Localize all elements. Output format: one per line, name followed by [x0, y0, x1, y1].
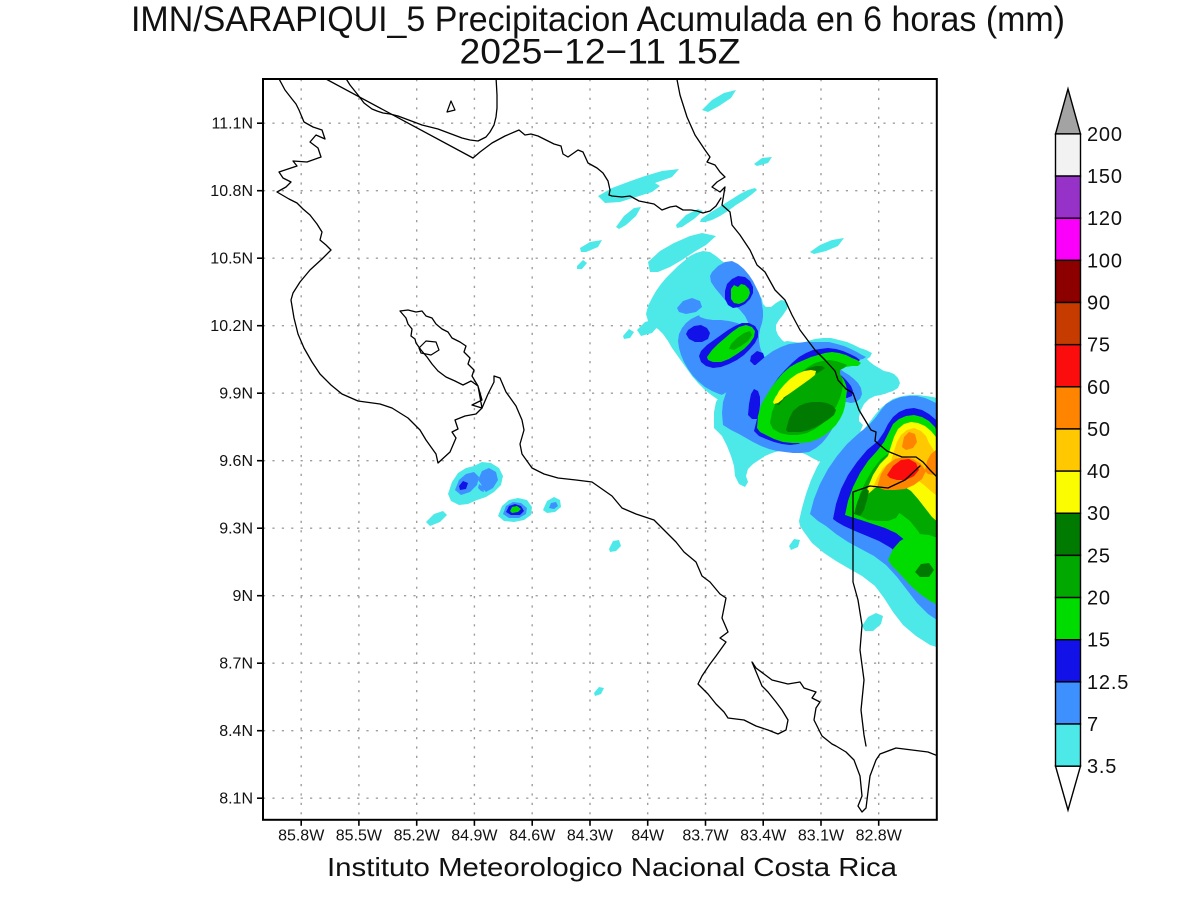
svg-text:85.5W: 85.5W — [336, 827, 383, 844]
svg-text:12.5: 12.5 — [1087, 672, 1129, 694]
svg-text:IMN/SARAPIQUI_5 Precipitacion: IMN/SARAPIQUI_5 Precipitacion Acumulada … — [131, 0, 1065, 39]
svg-text:84W: 84W — [631, 827, 665, 844]
svg-text:85.2W: 85.2W — [394, 827, 441, 844]
svg-text:10.5N: 10.5N — [210, 251, 253, 268]
svg-text:3.5: 3.5 — [1087, 756, 1117, 778]
svg-text:90: 90 — [1087, 293, 1111, 315]
svg-text:8.1N: 8.1N — [219, 791, 253, 808]
svg-text:11.1N: 11.1N — [211, 116, 253, 133]
svg-text:83.4W: 83.4W — [740, 827, 787, 844]
svg-text:200: 200 — [1087, 124, 1123, 146]
svg-text:100: 100 — [1087, 250, 1123, 272]
svg-text:84.6W: 84.6W — [509, 827, 556, 844]
svg-text:9N: 9N — [233, 588, 253, 605]
svg-text:15: 15 — [1087, 630, 1111, 652]
svg-text:120: 120 — [1087, 208, 1123, 230]
svg-text:75: 75 — [1087, 335, 1111, 357]
svg-text:2025−12−11 15Z: 2025−12−11 15Z — [460, 33, 741, 72]
svg-text:150: 150 — [1087, 166, 1123, 188]
svg-text:10.8N: 10.8N — [210, 183, 253, 200]
svg-text:7: 7 — [1087, 714, 1099, 736]
svg-text:84.3W: 84.3W — [567, 827, 614, 844]
svg-text:9.9N: 9.9N — [219, 386, 253, 403]
svg-text:9.3N: 9.3N — [219, 521, 253, 538]
svg-text:50: 50 — [1087, 419, 1111, 441]
svg-text:8.4N: 8.4N — [219, 723, 253, 740]
svg-text:83.7W: 83.7W — [682, 827, 729, 844]
svg-text:85.8W: 85.8W — [278, 827, 325, 844]
svg-text:20: 20 — [1087, 588, 1111, 610]
svg-text:60: 60 — [1087, 377, 1111, 399]
svg-text:8.7N: 8.7N — [219, 656, 253, 673]
svg-text:84.9W: 84.9W — [451, 827, 498, 844]
svg-text:30: 30 — [1087, 503, 1111, 525]
svg-text:83.1W: 83.1W — [798, 827, 845, 844]
svg-text:Instituto Meteorologico Nacion: Instituto Meteorologico Nacional Costa R… — [327, 852, 898, 882]
svg-text:40: 40 — [1087, 461, 1111, 483]
svg-text:25: 25 — [1087, 545, 1111, 567]
svg-text:9.6N: 9.6N — [219, 453, 253, 470]
svg-text:10.2N: 10.2N — [210, 318, 253, 335]
svg-text:82.8W: 82.8W — [856, 827, 903, 844]
